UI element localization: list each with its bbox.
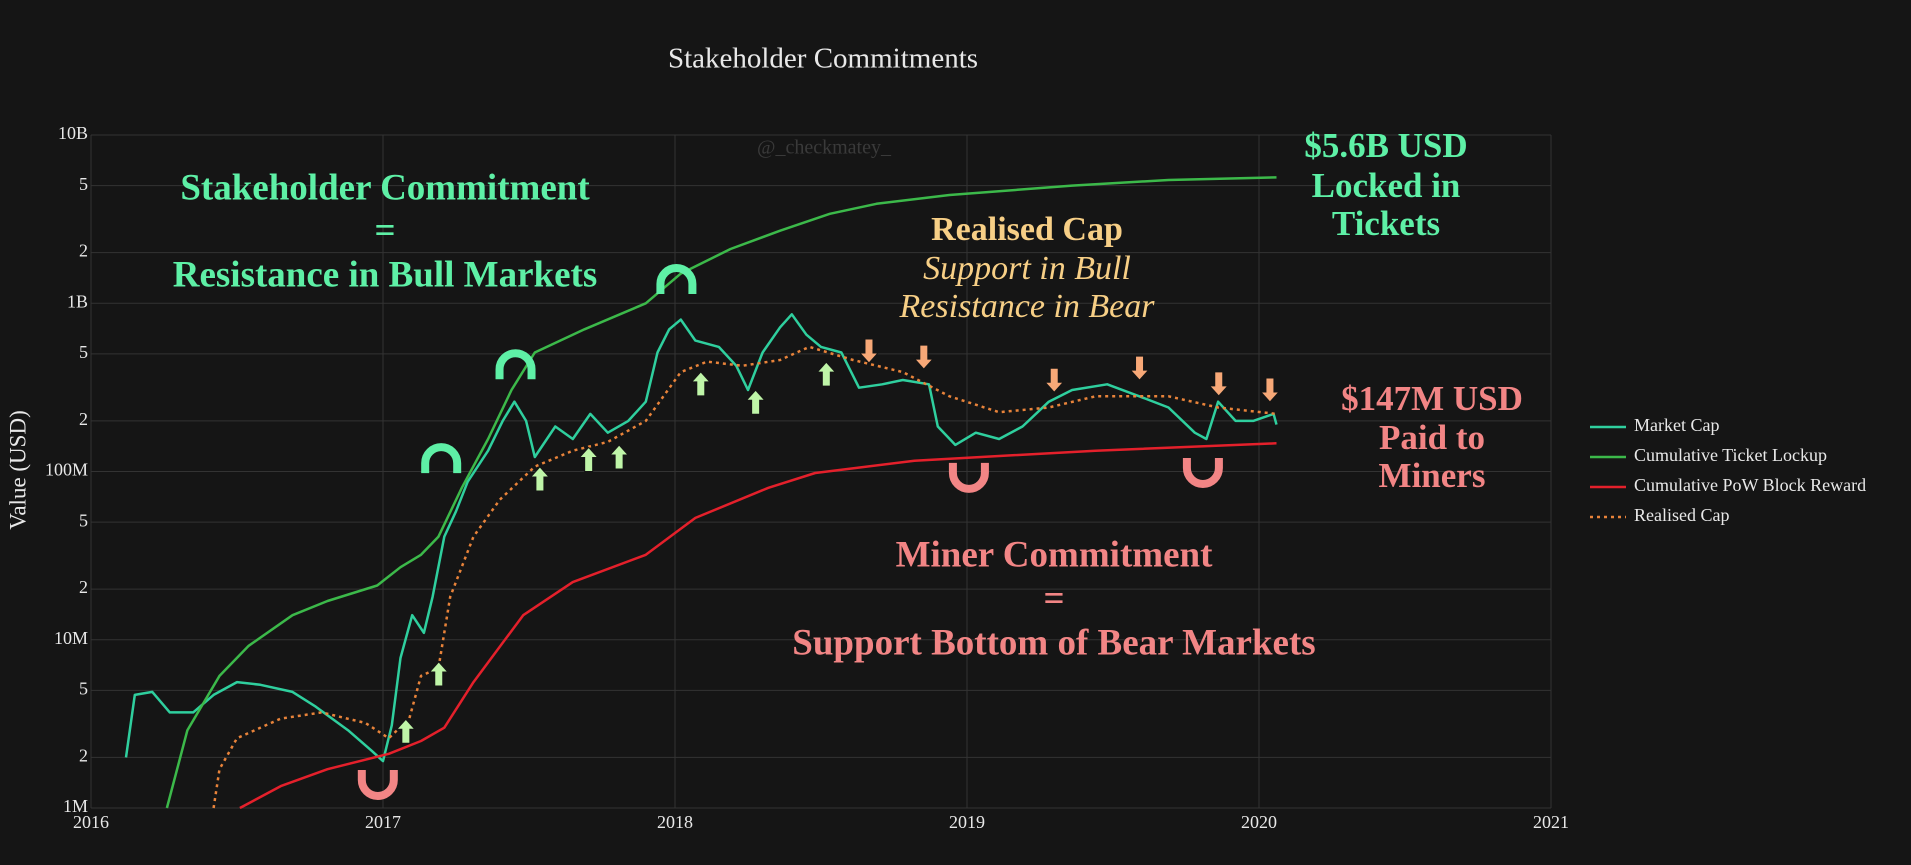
annotation-line: Miners — [1379, 456, 1486, 495]
magnet-icon — [948, 462, 989, 493]
series-line — [239, 442, 1277, 810]
y-tick-label: 5 — [79, 510, 88, 530]
arrow-icon — [428, 661, 449, 687]
y-tick-label: 5 — [79, 342, 88, 362]
grid — [90, 134, 1552, 809]
arrow-icon — [690, 371, 711, 397]
annotation-line: $5.6B USD — [1304, 126, 1467, 165]
annotation-line: Locked in — [1312, 166, 1461, 205]
annotation: $147M USD Paid to Miners — [1341, 379, 1523, 495]
annotation-line: Support in Bull — [923, 250, 1131, 287]
arrow-icon — [1208, 371, 1229, 397]
arrow-icon — [529, 466, 551, 492]
plot-area — [124, 176, 1278, 810]
annotation-line: Realised Cap — [931, 211, 1123, 248]
y-tick-label: 2 — [79, 241, 88, 261]
arrow-icon — [1044, 367, 1065, 393]
annotation-line: = — [374, 210, 395, 251]
annotation-line: Resistance in Bear — [899, 288, 1156, 325]
annotation-line: Miner Commitment — [896, 534, 1213, 575]
annotation: Miner Commitment = Support Bottom of Bea… — [792, 534, 1315, 663]
arrow-icon — [1259, 377, 1281, 403]
annotation: Stakeholder Commitment = Resistance in B… — [173, 167, 597, 295]
watermark: @_checkmatey_ — [757, 137, 892, 159]
x-tick-label: 2016 — [73, 812, 109, 832]
series-line — [165, 176, 1277, 809]
magnet-icon — [656, 263, 697, 294]
annotation-line: Resistance in Bull Markets — [173, 254, 597, 295]
annotation-line: = — [1043, 578, 1064, 619]
x-tick-label: 2019 — [949, 812, 985, 832]
series-line — [124, 313, 1278, 763]
y-tick-label: 100M — [45, 460, 88, 480]
arrow-icon — [816, 361, 837, 387]
y-tick-label: 10B — [58, 123, 88, 143]
arrow-icon — [395, 718, 416, 744]
magnet-icon — [1182, 458, 1223, 488]
chart-title: Stakeholder Commitments — [668, 43, 978, 75]
legend: Market Cap Cumulative Ticket Lockup Cumula… — [1590, 415, 1866, 525]
annotation-line: $147M USD — [1341, 379, 1523, 418]
annotation: $5.6B USD Locked in Tickets — [1304, 126, 1467, 243]
y-tick-label: 5 — [79, 679, 88, 699]
legend-label: Cumulative PoW Block Reward — [1634, 475, 1866, 495]
y-tick-label: 2 — [79, 577, 88, 597]
magnet-icon — [421, 443, 462, 474]
annotation-line: Stakeholder Commitment — [180, 167, 590, 208]
x-tick-label: 2021 — [1533, 812, 1569, 832]
arrow-icon — [913, 344, 934, 370]
y-axis-label: Value (USD) — [5, 410, 30, 529]
x-tick-label: 2020 — [1241, 812, 1277, 832]
icons — [357, 263, 1281, 800]
magnet-icon — [495, 349, 536, 380]
arrow-icon — [609, 444, 630, 470]
annotation-line: Paid to — [1379, 418, 1485, 457]
legend-label: Realised Cap — [1634, 505, 1729, 525]
annotation: Realised Cap Support in Bull Resistance … — [899, 211, 1156, 325]
y-tick-label: 2 — [79, 745, 88, 765]
y-tick-label: 1M — [63, 796, 88, 816]
arrow-icon — [858, 338, 880, 364]
arrow-icon — [578, 446, 599, 472]
annotation-line: Tickets — [1332, 204, 1440, 243]
y-tick-label: 5 — [79, 174, 88, 194]
legend-label: Cumulative Ticket Lockup — [1634, 445, 1827, 465]
x-tick-label: 2017 — [365, 812, 401, 832]
x-tick-label: 2018 — [657, 812, 693, 832]
legend-label: Market Cap — [1634, 415, 1719, 435]
y-tick-label: 1B — [67, 291, 88, 311]
y-tick-label: 2 — [79, 409, 88, 429]
y-tick-label: 10M — [54, 628, 88, 648]
magnet-icon — [357, 770, 398, 800]
annotation-line: Support Bottom of Bear Markets — [792, 622, 1315, 663]
arrow-icon — [745, 389, 766, 415]
arrow-icon — [1129, 355, 1150, 381]
